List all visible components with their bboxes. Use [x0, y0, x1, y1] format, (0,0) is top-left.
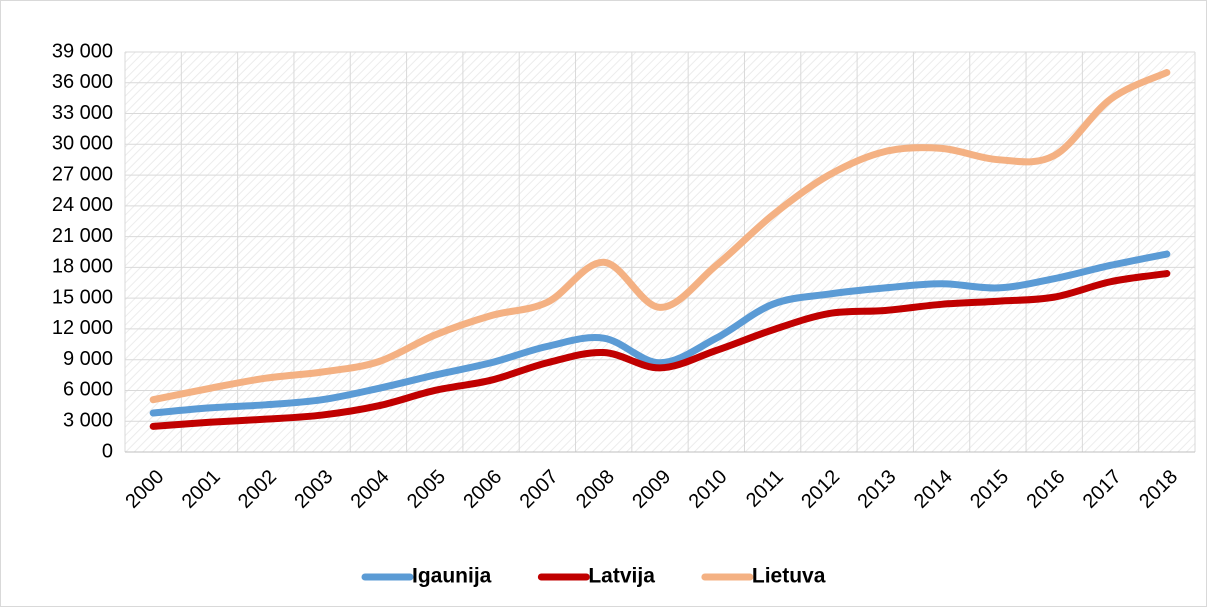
y-tick-label: 3 000 — [63, 410, 113, 432]
y-tick-label: 33 000 — [52, 102, 113, 124]
y-tick-label: 9 000 — [63, 348, 113, 370]
legend-label: Igaunija — [412, 565, 492, 588]
y-tick-label: 36 000 — [52, 71, 113, 93]
y-tick-label: 39 000 — [52, 40, 113, 62]
line-series — [149, 270, 1171, 430]
legend-label: Latvija — [588, 565, 655, 588]
y-tick-label: 21 000 — [52, 225, 113, 247]
y-tick-label: 6 000 — [63, 379, 113, 401]
legend-label: Lietuva — [752, 565, 826, 588]
y-tick-label: 24 000 — [52, 194, 113, 216]
y-tick-label: 27 000 — [52, 163, 113, 185]
y-tick-label: 30 000 — [52, 133, 113, 155]
y-tick-label: 15 000 — [52, 286, 113, 308]
y-tick-label: 0 — [102, 440, 113, 462]
plot-area — [125, 52, 1195, 452]
y-tick-label: 18 000 — [52, 256, 113, 278]
y-tick-label: 12 000 — [52, 317, 113, 339]
line-series — [149, 250, 1171, 417]
line-series — [149, 69, 1171, 404]
